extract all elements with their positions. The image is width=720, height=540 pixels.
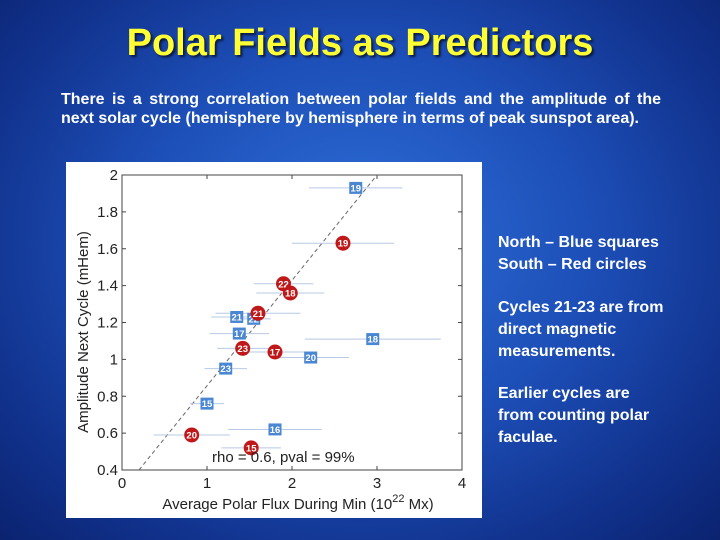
north-point-marker xyxy=(304,351,318,364)
south-point-label: 20 xyxy=(186,430,197,441)
south-point-label: 22 xyxy=(278,279,289,290)
legend-south: South – Red circles xyxy=(498,256,647,273)
x-tick-label: 3 xyxy=(373,475,381,492)
south-point-marker xyxy=(282,285,298,301)
south-point-marker xyxy=(243,440,259,456)
y-tick-label: 1.6 xyxy=(97,241,118,258)
y-tick-label: 1.4 xyxy=(97,278,118,295)
south-point-label: 15 xyxy=(246,443,257,454)
chart-panel: 0 1 2 3 4 0.4 0.6 0.8 1 1.2 1.4 1.6 1.8 2 19 21 22 17 18 20… xyxy=(66,162,482,518)
south-point-label: 18 xyxy=(285,289,296,300)
south-point-marker xyxy=(335,235,351,251)
note-faculae: Earlier cycles are from counting polar f… xyxy=(498,383,708,449)
y-tick-label: 0.6 xyxy=(97,425,118,442)
x-tick-label: 4 xyxy=(458,475,466,492)
y-tick-label: 1.8 xyxy=(97,204,118,221)
south-point-label: 23 xyxy=(237,344,248,355)
note-line: measurements. xyxy=(498,343,616,360)
north-point-marker xyxy=(219,362,233,375)
slide-title: Polar Fields as Predictors xyxy=(126,22,594,64)
south-point-label: 17 xyxy=(270,348,281,359)
north-point-label: 18 xyxy=(367,335,378,346)
south-point-marker xyxy=(235,340,251,356)
note-line: direct magnetic xyxy=(498,321,617,338)
north-point-marker xyxy=(232,327,246,340)
legend-north: North – Blue squares xyxy=(498,234,659,251)
x-tick-label: 1 xyxy=(203,475,211,492)
south-point-marker xyxy=(184,427,200,443)
note-line: Cycles 21-23 are from xyxy=(498,299,664,316)
north-point-label: 22 xyxy=(248,314,259,325)
note-line: from counting polar xyxy=(498,407,650,424)
north-point-label: 15 xyxy=(202,399,213,410)
north-point-label: 17 xyxy=(234,329,245,340)
x-axis-label: Average Polar Flux During Min (1022 Mx) xyxy=(162,493,433,513)
north-point-label: 23 xyxy=(220,364,231,375)
north-point-label: 19 xyxy=(350,183,361,194)
y-axis-label: Amplitude Next Cycle (mHem) xyxy=(75,231,92,433)
north-point-marker xyxy=(349,181,363,194)
x-tick-label: 0 xyxy=(118,475,126,492)
plot-frame xyxy=(121,174,463,471)
note-direct-measurements: Cycles 21-23 are from direct magnetic me… xyxy=(498,297,708,363)
y-tick-label: 0.8 xyxy=(97,388,118,405)
south-point-label: 21 xyxy=(253,309,264,320)
x-tick-label: 2 xyxy=(288,475,296,492)
y-tick-label: 2 xyxy=(110,167,118,184)
north-point-label: 20 xyxy=(305,353,316,364)
note-line: Earlier cycles are xyxy=(498,385,630,402)
north-point-marker xyxy=(230,310,244,323)
north-point-marker xyxy=(366,333,380,346)
stats-annotation: rho = 0.6, pval = 99% xyxy=(212,449,355,466)
south-point-marker xyxy=(267,344,283,360)
intro-text: There is a strong correlation between po… xyxy=(61,91,661,127)
y-tick-label: 1 xyxy=(110,351,118,368)
north-point-label: 21 xyxy=(231,312,242,323)
north-point-label: 16 xyxy=(270,425,281,436)
north-point-marker xyxy=(200,397,214,410)
y-tick-label: 0.4 xyxy=(97,462,118,479)
south-point-marker xyxy=(250,305,266,321)
y-tick-label: 1.2 xyxy=(97,315,118,332)
north-point-marker xyxy=(268,423,282,436)
note-line: faculae. xyxy=(498,429,558,446)
south-point-label: 19 xyxy=(338,239,349,250)
legend-text: North – Blue squares South – Red circles xyxy=(498,232,708,276)
